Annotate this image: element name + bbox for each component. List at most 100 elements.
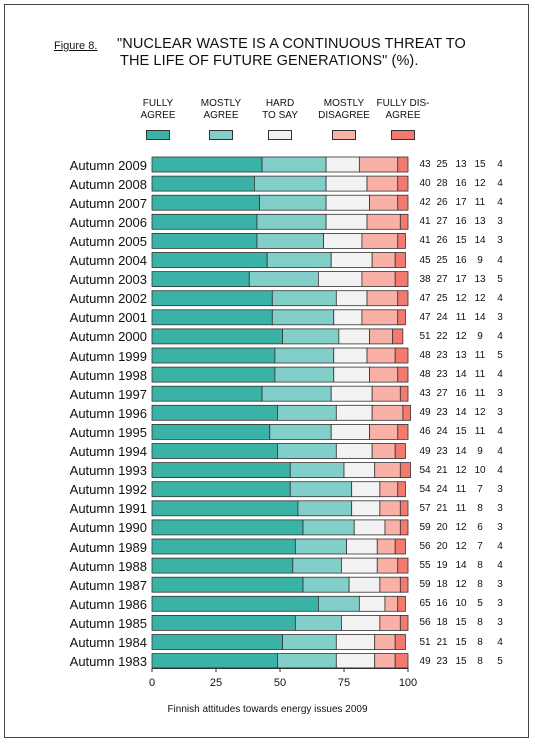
bar-segment-mostly-agree (277, 653, 337, 669)
data-label: 9 (477, 330, 483, 342)
bar-segment-fully-disagree (394, 634, 406, 650)
data-label: 4 (497, 197, 503, 209)
bar-segment-mostly-agree (271, 309, 335, 326)
bar-segment-hard-to-say (335, 290, 368, 307)
bar-segment-mostly-disagree (371, 252, 396, 268)
data-label: 26 (436, 197, 448, 209)
data-label: 41 (419, 216, 431, 228)
bar-segment-mostly-agree (317, 595, 360, 612)
chart-title: "NUCLEAR WASTE IS A CONTINUOUS THREAT TO… (117, 36, 517, 70)
bar-segment-fully-agree (151, 290, 273, 307)
data-label: 16 (436, 598, 448, 610)
legend-label-line: AGREE (203, 110, 239, 121)
bar-segment-fully-disagree (399, 500, 409, 517)
bar-segment-fully-agree (151, 462, 291, 479)
data-label: 13 (474, 216, 486, 228)
bar-segment-fully-disagree (399, 385, 409, 402)
bar-segment-fully-agree (151, 481, 291, 498)
data-label: 16 (455, 388, 467, 400)
bar-segment-hard-to-say (333, 347, 368, 364)
bar-segment-mostly-disagree (379, 576, 401, 593)
chart-title-line2: THE LIFE OF FUTURE GENERATIONS" (%). (120, 53, 419, 69)
x-tick-label: 0 (149, 677, 155, 689)
bar-segment-mostly-agree (302, 576, 350, 593)
category-label: Autumn 1998 (69, 367, 147, 383)
category-label: Autumn 2004 (69, 253, 147, 268)
data-label: 11 (474, 388, 486, 400)
data-label: 45 (419, 254, 431, 266)
bar-segment-mostly-disagree (371, 385, 401, 402)
data-label: 49 (419, 445, 431, 457)
data-label: 14 (455, 560, 467, 572)
category-label: Autumn 2002 (69, 291, 147, 307)
category-label: Autumn 1984 (69, 635, 147, 650)
data-label: 22 (436, 330, 448, 342)
data-label: 5 (497, 350, 503, 361)
bar-segment-hard-to-say (333, 309, 363, 326)
bar-segment-fully-disagree (402, 404, 411, 421)
bar-segment-fully-agree (151, 653, 278, 669)
data-label: 20 (436, 541, 448, 552)
data-label: 12 (455, 521, 467, 533)
bar-segment-mostly-agree (253, 175, 327, 192)
data-label: 41 (419, 235, 431, 247)
bar-segment-hard-to-say (335, 653, 376, 669)
bar-segment-hard-to-say (325, 213, 368, 230)
category-label: Autumn 1997 (69, 386, 147, 402)
bar-segment-fully-agree (151, 309, 273, 326)
data-label: 17 (455, 273, 467, 285)
data-label: 3 (497, 388, 503, 400)
data-label: 4 (497, 464, 503, 476)
data-label: 18 (436, 579, 448, 591)
category-label: Autumn 2001 (69, 310, 147, 326)
data-label: 27 (436, 388, 448, 400)
category-label: Autumn 2005 (69, 233, 147, 249)
bar-segment-mostly-agree (289, 481, 353, 498)
data-label: 14 (474, 311, 486, 323)
data-label: 27 (436, 273, 448, 285)
data-label: 7 (477, 483, 483, 495)
data-label: 15 (474, 159, 486, 170)
data-label: 15 (455, 655, 467, 667)
data-label: 13 (474, 273, 486, 285)
category-label: Autumn 1990 (69, 520, 147, 536)
data-label: 3 (497, 483, 503, 495)
bar-segment-hard-to-say (353, 519, 386, 536)
data-label: 28 (436, 178, 448, 190)
bar-segment-fully-agree (151, 213, 258, 230)
bar-segment-mostly-disagree (361, 309, 399, 326)
bar-segment-fully-agree (151, 156, 263, 173)
data-label: 3 (497, 521, 503, 533)
x-tick-label: 50 (274, 677, 286, 689)
bar-segment-hard-to-say (325, 156, 360, 173)
bar-segment-fully-disagree (397, 309, 406, 326)
data-label: 8 (477, 655, 483, 667)
data-label: 4 (497, 178, 503, 190)
data-label: 10 (455, 598, 467, 610)
data-label: 65 (419, 598, 431, 610)
data-label: 4 (497, 445, 503, 457)
data-label: 43 (419, 388, 431, 400)
bar-segment-fully-agree (151, 576, 304, 593)
bar-segment-fully-agree (151, 347, 276, 364)
data-label: 3 (497, 617, 503, 629)
data-label: 55 (419, 560, 431, 572)
bar-segment-fully-agree (151, 443, 278, 459)
legend-swatch-fully-agree (146, 130, 170, 140)
bar-segment-fully-disagree (397, 156, 409, 173)
data-label: 42 (419, 197, 431, 209)
figure-frame (4, 4, 529, 738)
data-label: 4 (497, 560, 503, 572)
bar-segment-mostly-agree (294, 615, 342, 631)
bar-segment-fully-agree (151, 615, 296, 631)
data-label: 4 (497, 636, 503, 648)
bar-segment-hard-to-say (335, 634, 376, 650)
data-label: 11 (455, 311, 467, 323)
bar-segment-fully-agree (151, 252, 268, 268)
bar-segment-fully-disagree (394, 252, 406, 268)
bar-segment-mostly-agree (274, 347, 335, 364)
data-label: 23 (436, 369, 448, 381)
data-label: 12 (455, 464, 467, 476)
bar-segment-mostly-disagree (376, 557, 399, 574)
data-label: 4 (497, 369, 503, 381)
